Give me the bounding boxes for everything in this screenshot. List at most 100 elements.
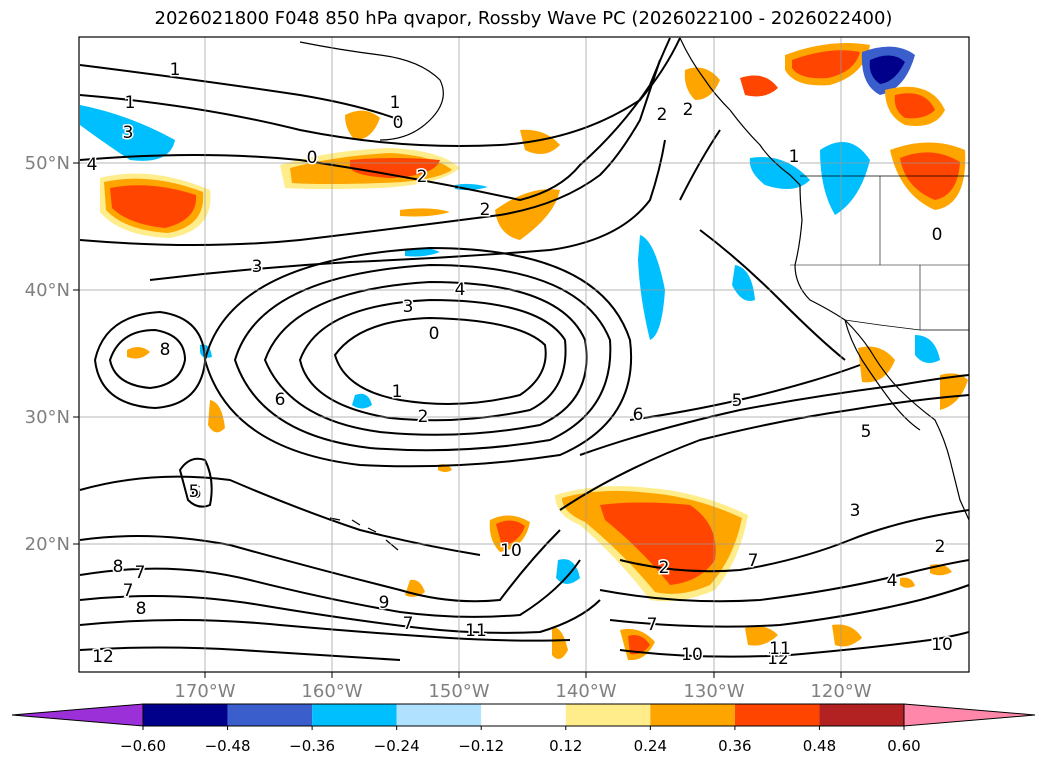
y-tick-label: 30°N	[25, 407, 70, 428]
anomaly-patch	[552, 627, 568, 659]
colorbar-tick-label: −0.36	[289, 737, 335, 755]
anomaly-patch	[628, 635, 650, 655]
contour-label: 10	[500, 541, 522, 561]
contour-line	[233, 263, 612, 452]
contour-line	[79, 559, 581, 618]
contour-line	[79, 64, 401, 121]
contour-label: 2	[417, 167, 428, 187]
colorbar-segment	[227, 704, 313, 726]
alaska-coastline	[299, 41, 444, 141]
contour-line	[619, 631, 969, 658]
contour-label: 3	[403, 297, 414, 317]
colorbar-tick-label: −0.24	[374, 737, 420, 755]
contour-label: 0	[932, 225, 943, 245]
colorbar-tick-label: 0.48	[803, 737, 836, 755]
contour-label: 11	[769, 639, 791, 659]
contour-label: 0	[307, 148, 318, 168]
contour-label: 9	[379, 593, 390, 613]
contour-label: 3	[252, 257, 263, 277]
contour-label: 4	[887, 571, 898, 591]
contour-label: 5	[861, 422, 872, 442]
colorbar-extend-low	[11, 703, 144, 727]
contour-line	[178, 457, 213, 508]
y-tick-label: 50°N	[25, 153, 70, 174]
anomaly-patch	[110, 185, 197, 228]
anomaly-patch	[894, 93, 935, 119]
contour-line	[79, 595, 601, 634]
contour-label: 1	[390, 93, 401, 113]
contour-label: 6	[633, 405, 644, 425]
anomaly-patch	[638, 235, 665, 340]
anomaly-patch	[684, 67, 720, 100]
contour-line	[108, 328, 187, 390]
anomaly-patch	[556, 559, 580, 584]
anomaly-patch	[127, 346, 150, 359]
colorbar-segment	[819, 704, 904, 726]
contour-label: 2	[659, 558, 670, 578]
contour-line	[79, 37, 671, 202]
anomaly-patch	[352, 393, 372, 409]
contour-label: 10	[931, 635, 953, 655]
contour-label: 8	[136, 599, 147, 619]
anomaly-patch	[400, 208, 450, 217]
contour-layer	[79, 37, 969, 661]
contour-line	[599, 559, 969, 603]
contour-label: 1	[392, 382, 403, 402]
anomaly-patch	[495, 189, 560, 240]
contour-label: 8	[160, 340, 171, 360]
contour-line	[79, 646, 401, 661]
contour-label: 7	[123, 581, 134, 601]
x-tick-label: 140°W	[555, 681, 616, 702]
contour-label: 1	[170, 60, 181, 80]
figure-title: 2026021800 F048 850 hPa qvapor, Rossby W…	[154, 8, 893, 29]
anomaly-patch	[740, 75, 778, 97]
contour-line	[79, 619, 571, 642]
contour-label: 7	[135, 563, 146, 583]
colorbar-segment	[143, 704, 228, 726]
colorbar-segment	[565, 704, 651, 726]
colorbar-tick-label: 0.24	[634, 737, 667, 755]
colorbar-segment	[312, 704, 397, 726]
contour-label: 0	[429, 324, 440, 344]
contour-label: 5	[732, 391, 743, 411]
north-america-coastline	[679, 37, 969, 521]
contour-line	[619, 509, 969, 573]
contour-label: 4	[455, 280, 466, 300]
anomaly-patch	[900, 577, 915, 588]
state-borders	[790, 176, 969, 330]
contour-label: 12	[767, 649, 789, 669]
contour-line	[79, 475, 481, 556]
anomaly-patch	[208, 400, 225, 433]
contour-label: 11	[465, 621, 487, 641]
contour-label: 7	[403, 614, 414, 634]
x-tick-label: 170°W	[174, 681, 235, 702]
anomaly-patch	[345, 110, 380, 140]
contour-label: 2	[480, 200, 491, 220]
x-tick-label: 130°W	[683, 681, 744, 702]
contour-label: 2	[935, 537, 946, 557]
anomaly-patch	[405, 247, 440, 257]
contour-line	[263, 280, 588, 436]
hawaii-islands	[329, 517, 399, 551]
colorbar: −0.60 −0.48 −0.36 −0.24 −0.12 0.12 0.24 0.36 0.4…	[11, 703, 1036, 755]
map-frame	[78, 36, 970, 673]
contour-line	[559, 394, 969, 511]
contour-label: 7	[647, 615, 658, 635]
anomaly-patch	[940, 373, 968, 410]
anomaly-patch	[80, 105, 175, 161]
anomaly-patch	[869, 55, 905, 84]
contour-label: 1	[789, 147, 800, 167]
colorbar-segment	[650, 704, 735, 726]
contour-label: 4	[87, 155, 98, 175]
contour-label: 12	[92, 647, 114, 667]
anomaly-patch	[915, 335, 940, 364]
anomaly-patch	[820, 142, 870, 215]
contour-label: 5	[189, 482, 200, 502]
contour-line	[609, 584, 969, 628]
anomaly-patch	[496, 520, 525, 546]
contour-label: 10	[681, 645, 703, 665]
anomaly-patch	[520, 129, 560, 154]
contour-label: 8	[113, 557, 124, 577]
colorbar-tick-label: 0.36	[718, 737, 751, 755]
